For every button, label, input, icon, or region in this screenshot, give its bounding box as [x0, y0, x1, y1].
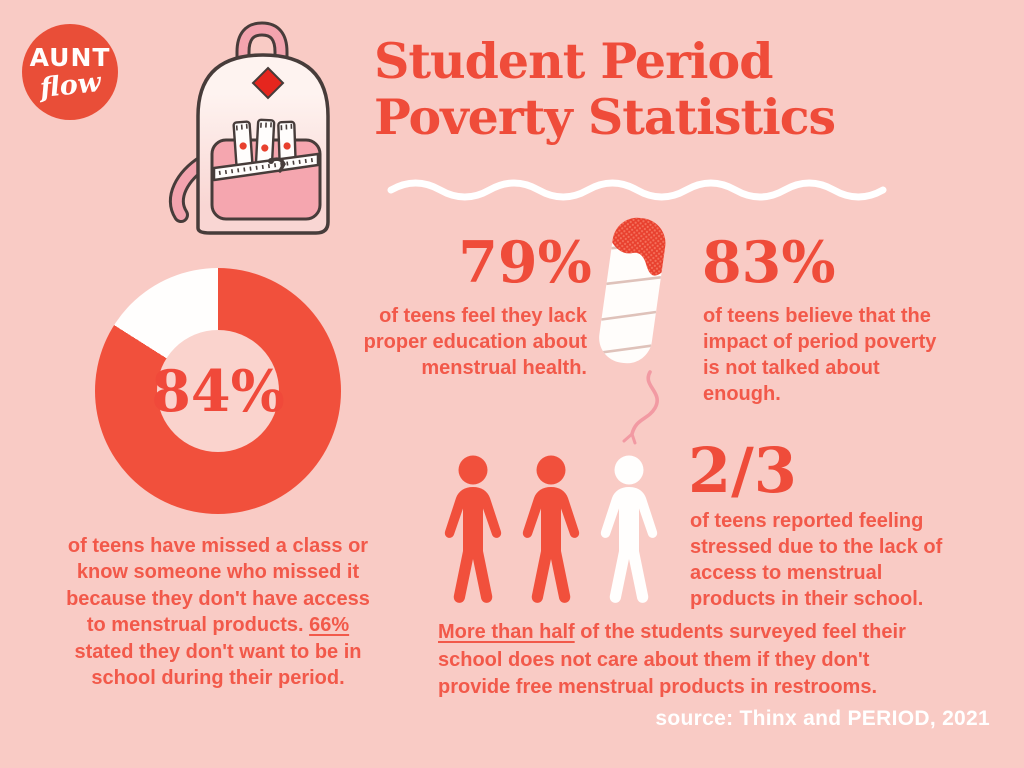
- tampon-icon: [598, 214, 669, 445]
- logo-word-flow: flow: [38, 66, 102, 105]
- stat-83-caption: of teens believe that the impact of peri…: [703, 305, 937, 405]
- person-icon-empty-3: [600, 455, 658, 603]
- stat-two-thirds-caption: of teens reported feeling stressed due t…: [690, 510, 943, 610]
- aunt-flow-logo-icon: AUNT flow: [22, 24, 118, 120]
- donut-chart: 84%: [95, 268, 341, 514]
- source-attribution: source: Thinx and PERIOD, 2021: [655, 707, 990, 730]
- backpack-icon: [168, 21, 330, 235]
- person-icon-filled-1: [444, 455, 502, 603]
- stat-79-caption: of teens feel they lack proper education…: [363, 305, 587, 379]
- stat-79-value: 79%: [458, 229, 592, 296]
- wavy-divider-icon: [387, 179, 887, 201]
- stat-two-thirds-value: 2/3: [688, 434, 797, 507]
- page-title: Student Period Poverty Statistics: [374, 32, 836, 146]
- underlined-more-than-half: More than half: [438, 621, 575, 643]
- person-icon-filled-2: [522, 455, 580, 603]
- donut-chart-hole: [157, 330, 279, 452]
- logo-word-aunt: AUNT: [29, 43, 111, 72]
- footnote-text: More than half of the students surveyed …: [438, 621, 906, 699]
- donut-caption: of teens have missed a class or know som…: [66, 535, 370, 689]
- underlined-66-percent: 66%: [309, 614, 350, 637]
- stat-83-value: 83%: [702, 229, 836, 296]
- donut-center-value: 84%: [151, 357, 285, 425]
- person-pictograms-icon: [444, 455, 658, 603]
